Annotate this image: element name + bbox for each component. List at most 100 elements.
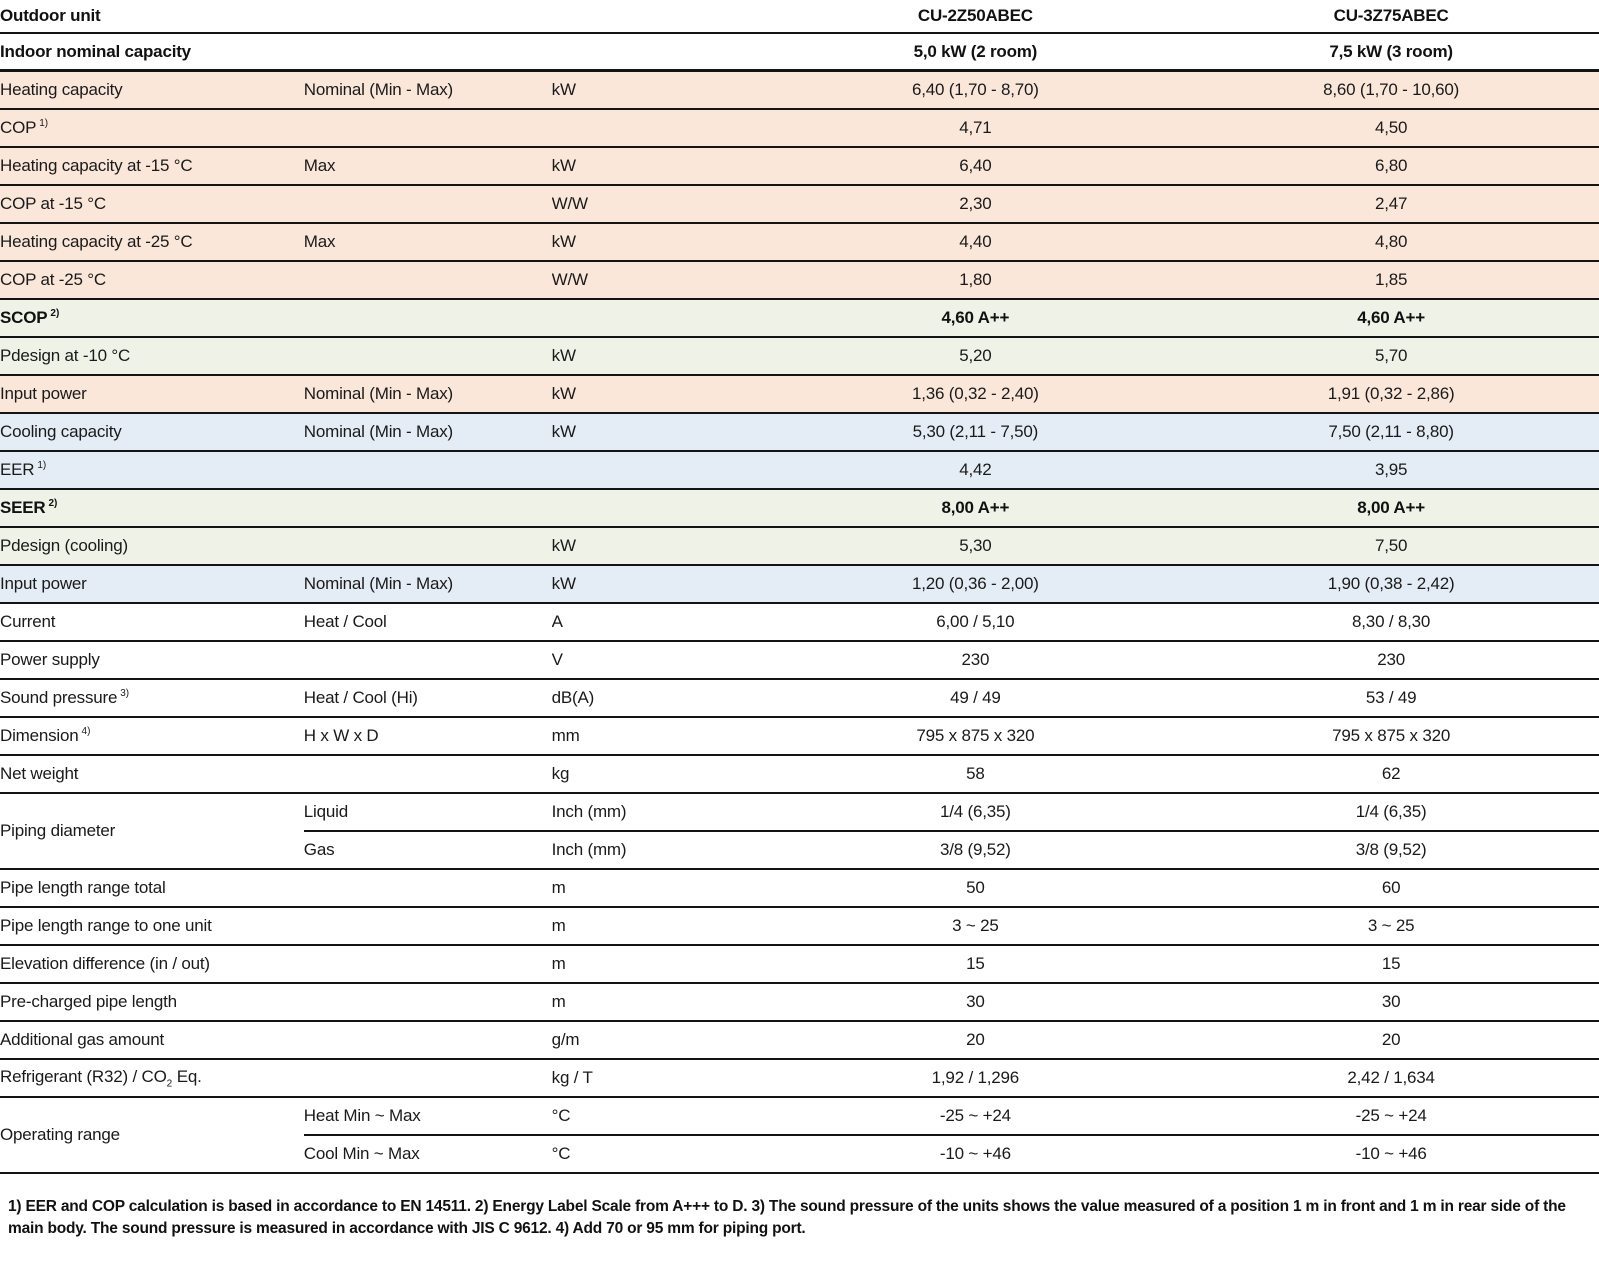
spec-unit: kW xyxy=(551,222,768,261)
spec-label: Input power xyxy=(0,564,304,603)
model-header-row: Outdoor unit CU-2Z50ABEC CU-3Z75ABEC xyxy=(0,0,1599,33)
spec-value-model1: 5,30 (2,11 - 7,50) xyxy=(767,412,1184,451)
table-row: Pipe length range total m 50 60 xyxy=(0,868,1599,907)
spec-value-model2: 6,80 xyxy=(1183,146,1599,185)
spec-value-model1: 5,30 xyxy=(767,526,1184,565)
spec-value-model2: 7,50 (2,11 - 8,80) xyxy=(1183,412,1599,451)
spec-value-model1: 20 xyxy=(767,1020,1184,1059)
spec-value-model2: 4,80 xyxy=(1183,222,1599,261)
spec-label: Piping diameter xyxy=(0,792,304,869)
spec-value-model2: 4,50 xyxy=(1183,108,1599,147)
spec-value-model2: 3 ~ 25 xyxy=(1183,906,1599,945)
spec-unit xyxy=(551,450,768,489)
spec-value-model1: 4,60 A++ xyxy=(767,298,1184,337)
spec-value-model1: 4,71 xyxy=(767,108,1184,147)
table-row: Refrigerant (R32) / CO2 Eq. kg / T 1,92 / … xyxy=(0,1058,1599,1097)
table-row: EER 1) 4,42 3,95 xyxy=(0,450,1599,489)
spec-value-model2: 1,91 (0,32 - 2,86) xyxy=(1183,374,1599,413)
spec-value-model2: 60 xyxy=(1183,868,1599,907)
outdoor-unit-label: Outdoor unit xyxy=(0,6,101,25)
table-row: Heating capacity at -25 °C Max kW 4,40 4,80 xyxy=(0,222,1599,261)
spec-unit: kW xyxy=(551,336,768,375)
spec-attribute xyxy=(303,450,552,489)
spec-unit: kW xyxy=(551,412,768,451)
spec-attribute: Max xyxy=(303,222,552,261)
spec-value-model1: 30 xyxy=(767,982,1184,1021)
model-name-1: CU-2Z50ABEC xyxy=(917,6,1033,25)
spec-attribute: Heat / Cool xyxy=(303,602,552,641)
spec-label: COP 1) xyxy=(0,108,304,147)
table-row: SEER 2) 8,00 A++ 8,00 A++ xyxy=(0,488,1599,527)
spec-label: Heating capacity at -25 °C xyxy=(0,222,304,261)
spec-unit: °C xyxy=(551,1134,768,1173)
spec-value-model1: 1,20 (0,36 - 2,00) xyxy=(767,564,1184,603)
table-row: Pdesign at -10 °C kW 5,20 5,70 xyxy=(0,336,1599,375)
spec-value-model1: 6,40 (1,70 - 8,70) xyxy=(767,69,1184,109)
spec-label: Heating capacity at -15 °C xyxy=(0,146,304,185)
spec-value-model2: 3,95 xyxy=(1183,450,1599,489)
spec-attribute xyxy=(303,108,552,147)
spec-attribute: Cool Min ~ Max xyxy=(303,1134,552,1173)
spec-unit xyxy=(551,108,768,147)
spec-value-model1: 58 xyxy=(767,754,1184,793)
spec-unit xyxy=(551,488,768,527)
spec-label: Sound pressure 3) xyxy=(0,678,304,717)
spec-table-header: Outdoor unit CU-2Z50ABEC CU-3Z75ABEC Ind… xyxy=(0,0,1599,71)
spec-label: EER 1) xyxy=(0,450,304,489)
spec-unit xyxy=(551,298,768,337)
table-row: COP at -15 °C W/W 2,30 2,47 xyxy=(0,184,1599,223)
spec-unit: g/m xyxy=(551,1020,768,1059)
table-row: Input power Nominal (Min - Max) kW 1,36 (0,… xyxy=(0,374,1599,413)
table-row: Sound pressure 3) Heat / Cool (Hi) dB(A) 49 … xyxy=(0,678,1599,717)
spec-table: Outdoor unit CU-2Z50ABEC CU-3Z75ABEC Ind… xyxy=(0,0,1599,1174)
spec-value-model2: 8,30 / 8,30 xyxy=(1183,602,1599,641)
table-row: Heating capacity Nominal (Min - Max) kW 6,4… xyxy=(0,69,1599,109)
spec-value-model1: 1,80 xyxy=(767,260,1184,299)
spec-label: Power supply xyxy=(0,640,304,679)
spec-value-model2: 8,60 (1,70 - 10,60) xyxy=(1183,69,1599,109)
spec-label: Additional gas amount xyxy=(0,1020,304,1059)
spec-attribute xyxy=(303,868,552,907)
spec-value-model1: 4,40 xyxy=(767,222,1184,261)
spec-attribute xyxy=(303,260,552,299)
spec-unit: mm xyxy=(551,716,768,755)
spec-value-model1: 4,42 xyxy=(767,450,1184,489)
spec-label: Heating capacity xyxy=(0,69,304,109)
spec-value-model1: -25 ~ +24 xyxy=(767,1096,1184,1135)
spec-value-model2: 1/4 (6,35) xyxy=(1183,792,1599,831)
spec-label: Net weight xyxy=(0,754,304,793)
table-row: Current Heat / Cool A 6,00 / 5,10 8,30 / 8,3… xyxy=(0,602,1599,641)
spec-value-model2: 2,47 xyxy=(1183,184,1599,223)
spec-label: Pdesign at -10 °C xyxy=(0,336,304,375)
table-row: Pre-charged pipe length m 30 30 xyxy=(0,982,1599,1021)
spec-unit: A xyxy=(551,602,768,641)
spec-value-model1: 3 ~ 25 xyxy=(767,906,1184,945)
spec-unit: kW xyxy=(551,146,768,185)
spec-label: Pipe length range to one unit xyxy=(0,906,304,945)
spec-value-model2: -25 ~ +24 xyxy=(1183,1096,1599,1135)
spec-attribute: Gas xyxy=(303,830,552,869)
spec-label: Pdesign (cooling) xyxy=(0,526,304,565)
indoor-capacity-1: 5,0 kW (2 room) xyxy=(767,32,1184,71)
table-row: Power supply V 230 230 xyxy=(0,640,1599,679)
spec-attribute: Liquid xyxy=(303,792,552,831)
spec-attribute: Nominal (Min - Max) xyxy=(303,564,552,603)
table-row: Cooling capacity Nominal (Min - Max) kW 5,3… xyxy=(0,412,1599,451)
spec-attribute xyxy=(303,640,552,679)
table-row: Operating range Heat Min ~ Max °C -25 ~ +24… xyxy=(0,1096,1599,1173)
spec-attribute xyxy=(303,906,552,945)
spec-table-body: Heating capacity Nominal (Min - Max) kW 6,4… xyxy=(0,69,1599,1173)
spec-attribute: H x W x D xyxy=(303,716,552,755)
spec-attribute: Nominal (Min - Max) xyxy=(303,412,552,451)
spec-attribute: Nominal (Min - Max) xyxy=(303,69,552,109)
spec-value-model2: 62 xyxy=(1183,754,1599,793)
spec-label: COP at -25 °C xyxy=(0,260,304,299)
spec-unit: dB(A) xyxy=(551,678,768,717)
spec-value-model1: 230 xyxy=(767,640,1184,679)
spec-label: Elevation difference (in / out) xyxy=(0,944,304,983)
spec-value-model1: 6,00 / 5,10 xyxy=(767,602,1184,641)
spec-attribute xyxy=(303,336,552,375)
spec-sheet-page: Outdoor unit CU-2Z50ABEC CU-3Z75ABEC Ind… xyxy=(0,0,1599,1237)
spec-attribute xyxy=(303,526,552,565)
footnotes-text: 1) EER and COP calculation is based in a… xyxy=(8,1198,1566,1237)
